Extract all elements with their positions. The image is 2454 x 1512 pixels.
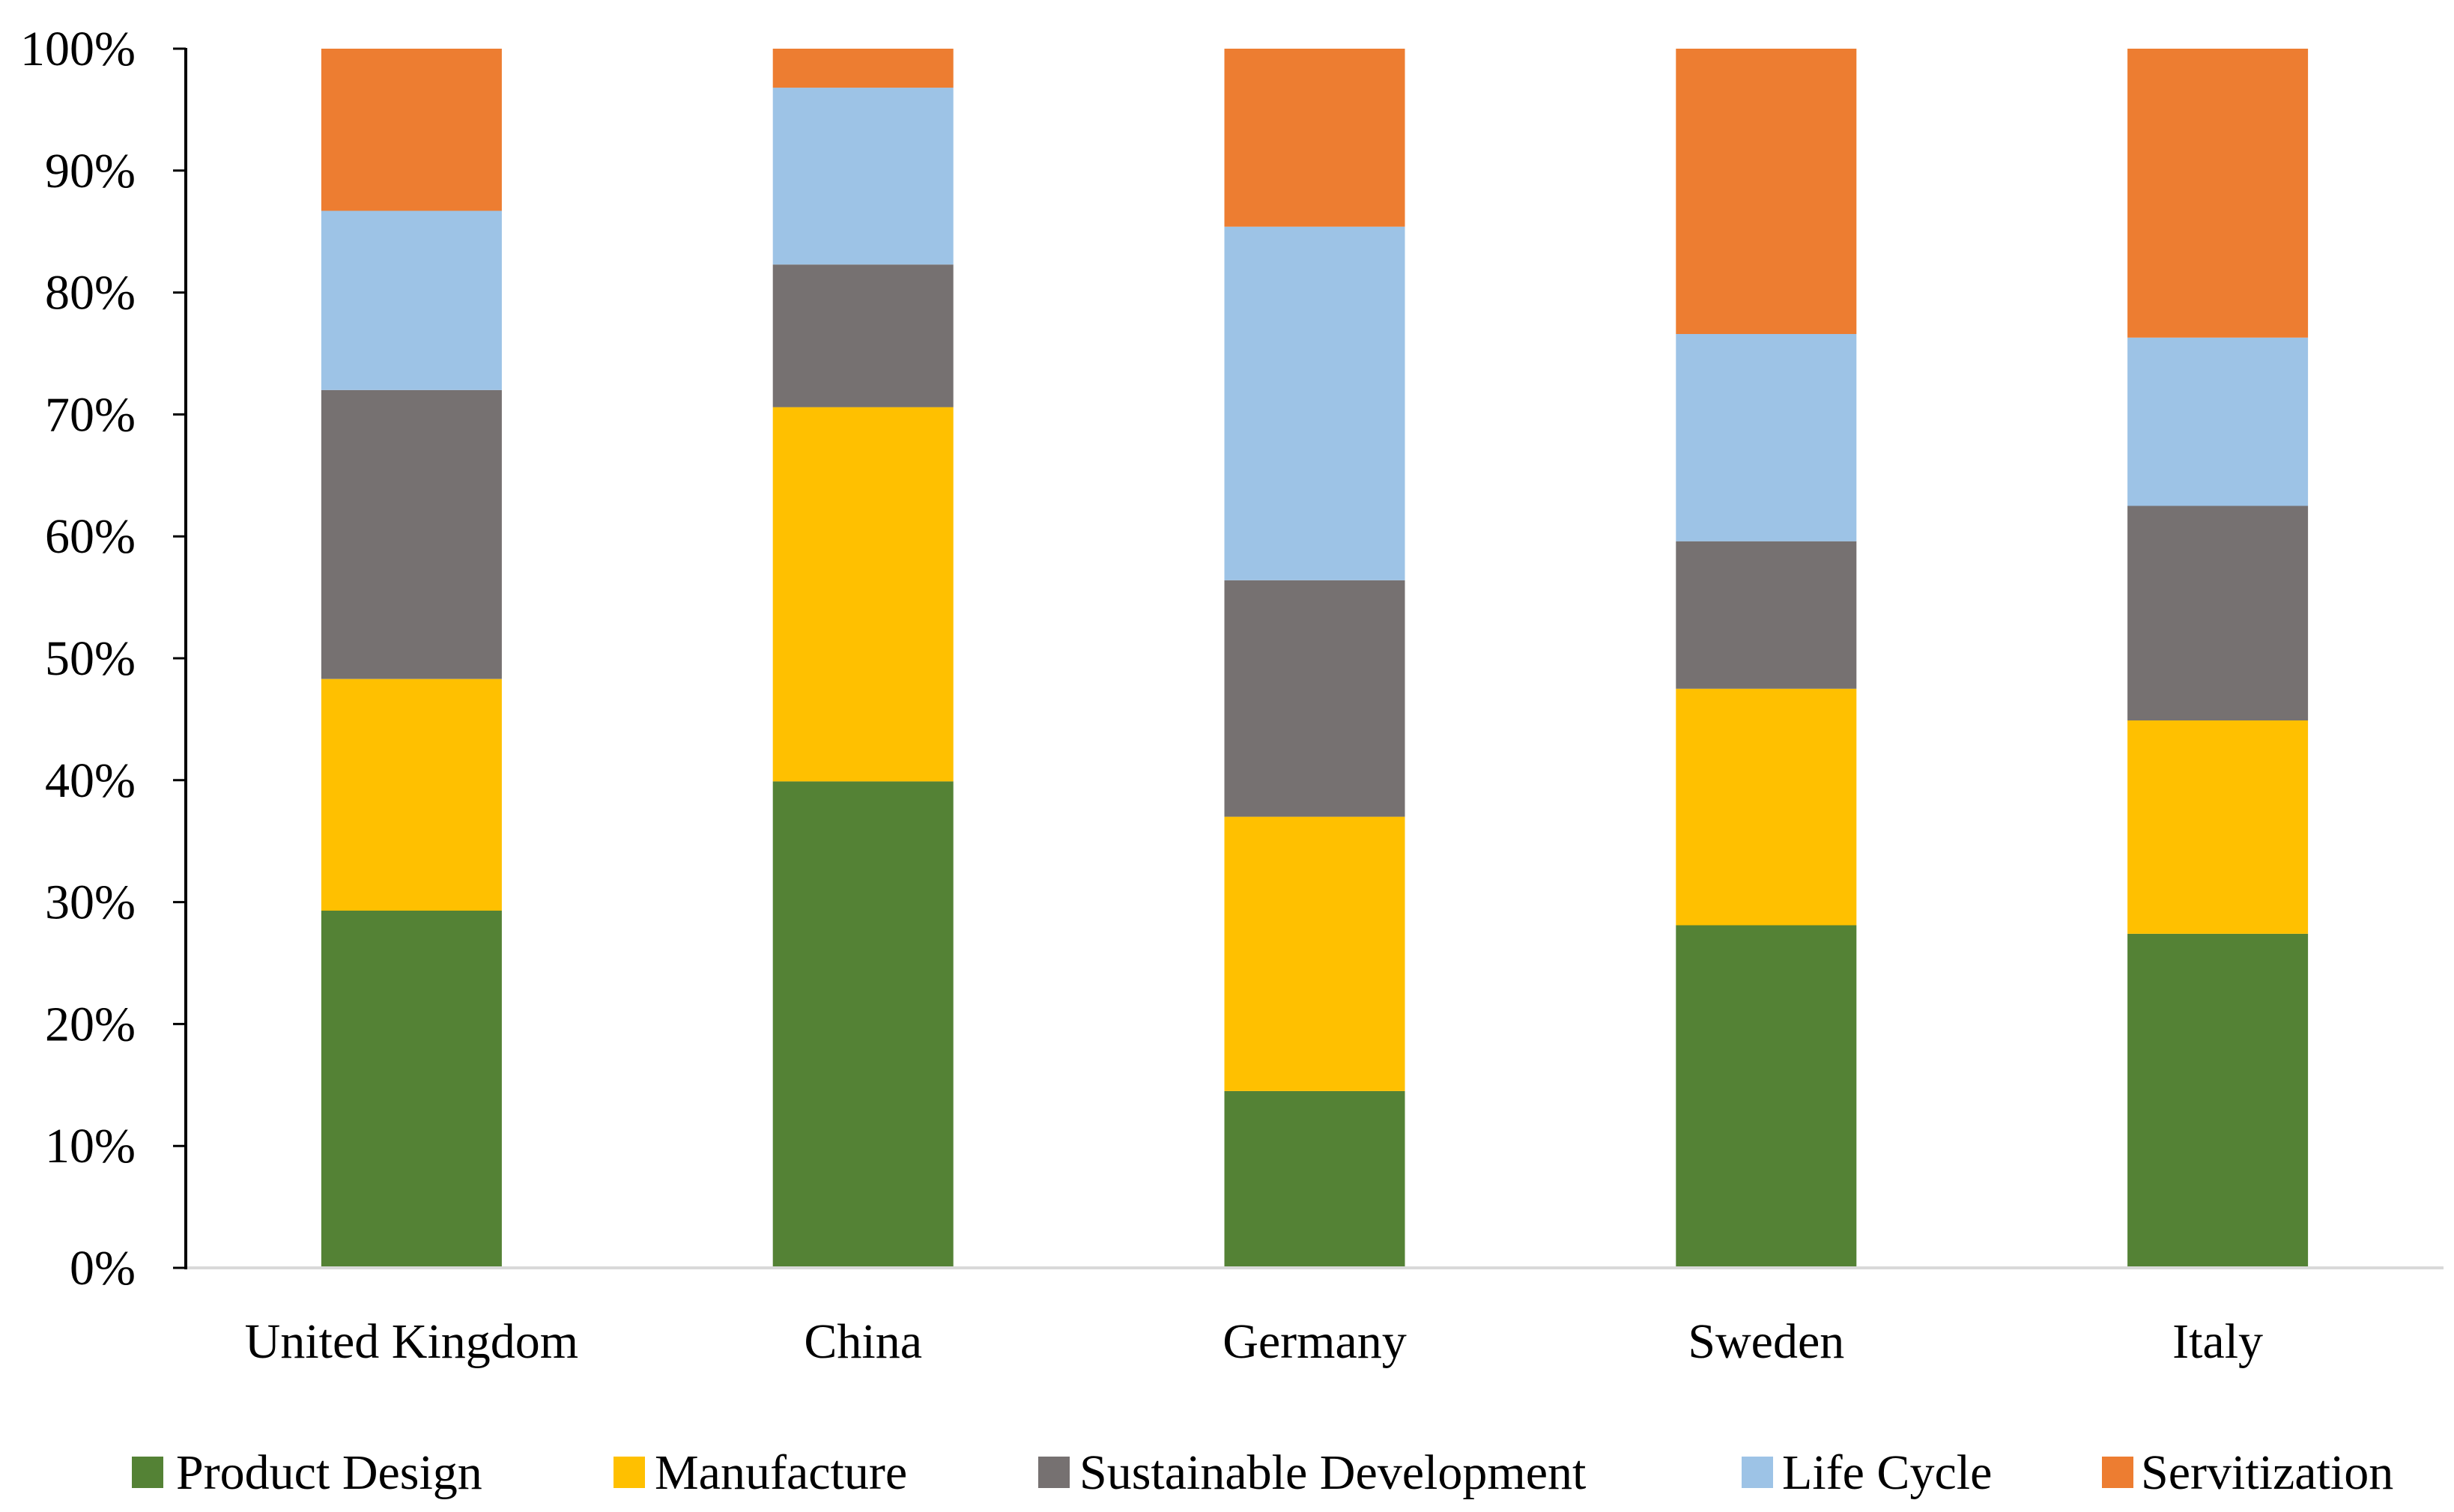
bar-segment-servitization-united-kingdom	[321, 49, 502, 211]
bar-segment-product-design-china	[772, 781, 954, 1268]
legend: Product Design Manufacture Sustainable Dev…	[132, 1445, 2393, 1500]
y-tick-label: 70%	[45, 387, 136, 442]
y-tick-label: 100%	[20, 22, 136, 76]
bar-segment-product-design-italy	[2127, 933, 2309, 1268]
bar-segment-product-design-united-kingdom	[321, 911, 502, 1268]
bar-segment-life-cycle-sweden	[1676, 334, 1857, 541]
bar-segment-life-cycle-italy	[2127, 337, 2309, 506]
legend-swatch-life-cycle	[1742, 1457, 1773, 1488]
y-tick-label: 40%	[45, 753, 136, 808]
bar-segment-servitization-china	[772, 49, 954, 88]
bar-segment-manufacture-italy	[2127, 720, 2309, 934]
y-tick-label: 50%	[45, 631, 136, 686]
legend-label-sustainable-development: Sustainable Development	[1079, 1445, 1586, 1500]
bar-segment-life-cycle-united-kingdom	[321, 210, 502, 390]
legend-swatch-sustainable-development	[1038, 1457, 1070, 1488]
category-label-italy: Italy	[2172, 1314, 2263, 1369]
y-tick-label: 0%	[70, 1241, 136, 1296]
legend-label-product-design: Product Design	[176, 1445, 482, 1500]
legend-swatch-product-design	[132, 1457, 163, 1488]
bar-segment-life-cycle-germany	[1224, 226, 1405, 580]
y-tick-label: 10%	[45, 1119, 136, 1174]
bar-segment-sustainable-development-germany	[1224, 580, 1405, 817]
y-tick-label: 20%	[45, 997, 136, 1051]
legend-swatch-servitization	[2102, 1457, 2133, 1488]
axes-group	[173, 47, 2444, 1269]
y-tick-label: 30%	[45, 875, 136, 930]
y-tick-label: 80%	[45, 266, 136, 321]
bar-segment-servitization-sweden	[1676, 49, 1857, 334]
category-label-china: China	[804, 1314, 922, 1369]
bar-segment-product-design-germany	[1224, 1090, 1405, 1268]
bar-segment-sustainable-development-china	[772, 264, 954, 407]
category-label-germany: Germany	[1223, 1314, 1407, 1369]
bar-segment-product-design-sweden	[1676, 925, 1857, 1268]
category-label-sweden: Sweden	[1688, 1314, 1844, 1369]
legend-label-servitization: Servitization	[2141, 1445, 2393, 1500]
bar-segment-manufacture-united-kingdom	[321, 678, 502, 911]
bar-segments-group	[321, 49, 2309, 1268]
y-tick-label: 90%	[45, 144, 136, 198]
y-tick-labels-group: 0% 10% 20% 30% 40% 50% 60% 70% 80% 90% 100%	[20, 22, 136, 1296]
bar-segment-servitization-italy	[2127, 49, 2309, 338]
bar-segment-manufacture-sweden	[1676, 688, 1857, 926]
bar-segment-sustainable-development-united-kingdom	[321, 389, 502, 679]
category-label-united-kingdom: United Kingdom	[245, 1314, 578, 1369]
bar-segment-manufacture-germany	[1224, 816, 1405, 1091]
bar-segment-sustainable-development-italy	[2127, 505, 2309, 720]
legend-label-life-cycle: Life Cycle	[1782, 1445, 1992, 1500]
bar-segment-sustainable-development-sweden	[1676, 541, 1857, 689]
legend-label-manufacture: Manufacture	[655, 1445, 907, 1500]
legend-swatch-manufacture	[614, 1457, 645, 1488]
y-tick-label: 60%	[45, 509, 136, 564]
category-labels-group: United Kingdom China Germany Sweden Italy	[245, 1314, 2263, 1369]
bar-segment-servitization-germany	[1224, 49, 1405, 227]
bar-segment-manufacture-china	[772, 407, 954, 782]
bar-segment-life-cycle-china	[772, 88, 954, 265]
